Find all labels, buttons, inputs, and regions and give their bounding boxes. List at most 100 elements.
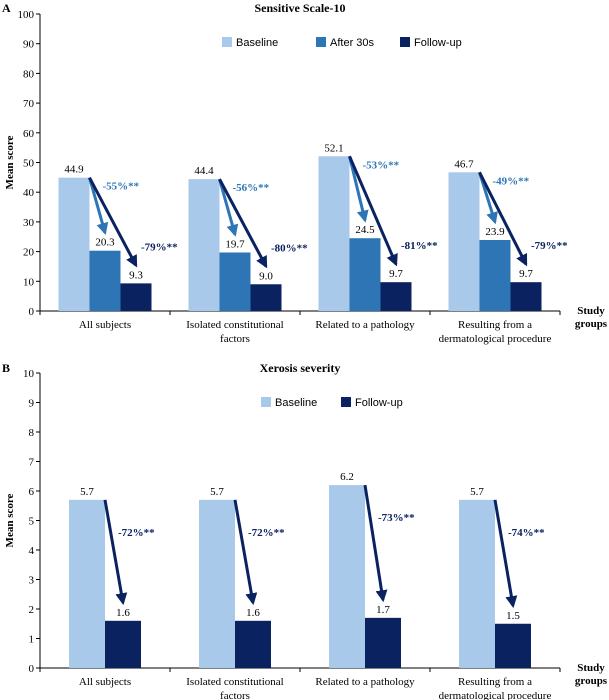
panel-a-bar-value-label: 9.0 (259, 270, 273, 282)
panel-b-x-axis-label: Study (577, 662, 605, 674)
panel-a-y-tick-label: 10 (23, 276, 35, 288)
panel-a-change-arrow (218, 178, 239, 237)
panel-a-bar-value-label: 19.7 (225, 238, 245, 250)
panel-a-change-label: -56%** (233, 182, 270, 194)
panel-b-y-tick-label: 7 (29, 457, 35, 469)
panel-b-bar (69, 499, 105, 668)
panel-b-change-arrow (493, 499, 518, 609)
panel-a-change-label: -53%** (363, 159, 400, 171)
panel-b-y-tick-label: 9 (29, 398, 35, 410)
panel-a-y-tick-label: 50 (23, 158, 35, 170)
panel-b-bar-value-label: 5.7 (470, 486, 484, 498)
panel-a-legend-swatch (316, 37, 326, 47)
panel-b-legend-label: Baseline (275, 397, 317, 409)
panel-a-bar-value-label: 24.5 (355, 224, 375, 236)
panel-b-category-label: All subjects (79, 676, 131, 688)
panel-b-y-tick-label: 6 (29, 486, 35, 498)
panel-a-y-tick-label: 30 (23, 217, 35, 229)
panel-b-change-arrow (103, 499, 128, 606)
panel-a-bar-value-label: 44.4 (194, 165, 214, 177)
panel-b-legend-label: Follow-up (355, 397, 403, 409)
panel-b-bar (459, 499, 495, 668)
panel-b-bar (199, 499, 235, 668)
panel-a-bar (250, 284, 282, 311)
panel-a-change-arrow (348, 155, 369, 223)
panel-b-change-arrow (363, 484, 388, 603)
panel-a-y-tick-label: 80 (23, 68, 35, 80)
panel-b-bar-value-label: 5.7 (210, 486, 224, 498)
panel-a-bar (479, 240, 511, 311)
panel-a-bar-value-label: 23.9 (485, 226, 505, 238)
panel-a-category-label: Isolated constitutional (186, 319, 283, 331)
panel-a-legend-label: Follow-up (414, 37, 462, 49)
panel-b-letter: B (2, 361, 10, 375)
panel-b-category-label: Isolated constitutional (186, 676, 283, 688)
panel-a-change-label: -79%** (141, 241, 178, 253)
panel-a-bar (349, 238, 381, 311)
panel-b-category-label: factors (220, 690, 250, 700)
panel-a-y-tick-label: 70 (23, 98, 35, 110)
panel-a-y-tick-label: 90 (23, 39, 35, 51)
panel-b-y-tick-label: 2 (29, 604, 35, 616)
panel-a-legend-label: After 30s (330, 37, 375, 49)
panel-a-y-tick-label: 40 (23, 187, 35, 199)
panel-a-bar (380, 282, 412, 311)
panel-b-category-label: Related to a pathology (315, 676, 415, 688)
panel-a-bar (188, 179, 220, 311)
panel-b-legend-swatch (341, 397, 351, 407)
panel-a-bar (89, 250, 121, 311)
panel-b-change-label: -72%** (118, 527, 155, 539)
panel-a-legend-label: Baseline (236, 37, 278, 49)
panel-a-bar (510, 282, 542, 311)
panel-a-change-arrow (478, 171, 528, 267)
panel-a-y-tick-label: 100 (18, 9, 35, 21)
panel-a-title: Sensitive Scale-10 (255, 1, 346, 15)
panel-b-bar (235, 620, 271, 668)
panel-b-category-label: Resulting from a (458, 676, 532, 688)
panel-b-bar-value-label: 1.7 (376, 604, 390, 616)
panel-a-bar-value-label: 46.7 (454, 158, 474, 170)
panel-a-letter: A (2, 1, 11, 15)
panel-a-change-label: -49%** (493, 175, 530, 187)
panel-a-legend-swatch (400, 37, 410, 47)
panel-a-y-axis-label: Mean score (4, 135, 16, 189)
panel-b-bar-value-label: 1.5 (506, 610, 520, 622)
panel-a-bar-value-label: 52.1 (324, 142, 343, 154)
panel-b-bar (329, 485, 365, 668)
panel-b-bar-value-label: 5.7 (80, 486, 94, 498)
panel-a-change-label: -80%** (271, 242, 308, 254)
panel-a-category-label: Resulting from a (458, 319, 532, 331)
panel-a-bar-value-label: 44.9 (64, 164, 84, 176)
panel-b-y-axis-label: Mean score (4, 493, 16, 547)
panel-a-change-arrow (88, 176, 138, 268)
panel-a-bar-value-label: 20.3 (95, 237, 115, 249)
panel-a-bar-value-label: 9.7 (519, 268, 533, 280)
panel-a-legend-swatch (222, 37, 232, 47)
panel-b-bar-value-label: 1.6 (246, 607, 260, 619)
panel-b-bar-value-label: 1.6 (116, 607, 130, 619)
panel-b-legend-swatch (261, 397, 271, 407)
panel-b-change-label: -72%** (248, 527, 285, 539)
panel-a-change-arrow (218, 178, 268, 269)
panel-b-change-label: -74%** (508, 527, 545, 539)
panel-a-bar-value-label: 9.3 (129, 269, 143, 281)
panel-a-category-label: dermatological procedure (439, 333, 552, 345)
panel-b-y-tick-label: 8 (29, 427, 35, 439)
panel-b-y-tick-label: 4 (29, 545, 35, 557)
panel-a-category-label: All subjects (79, 319, 131, 331)
panel-b-title: Xerosis severity (260, 361, 341, 375)
panel-b-change-label: -73%** (378, 512, 415, 524)
panel-b-y-tick-label: 10 (23, 368, 35, 380)
panel-a-y-tick-label: 0 (29, 306, 35, 318)
panel-b-change-arrow (233, 499, 258, 606)
panel-a-bar (318, 156, 350, 311)
panel-a-bar (58, 177, 90, 311)
panel-b-x-axis-label: groups (575, 675, 608, 687)
panel-a-change-arrow (348, 155, 398, 267)
panel-b-bar-value-label: 6.2 (340, 471, 354, 483)
panel-b-y-tick-label: 5 (29, 516, 35, 528)
panel-a-change-label: -79%** (531, 240, 568, 252)
panel-a-bar (448, 172, 480, 311)
panel-a-change-arrow (88, 177, 109, 236)
